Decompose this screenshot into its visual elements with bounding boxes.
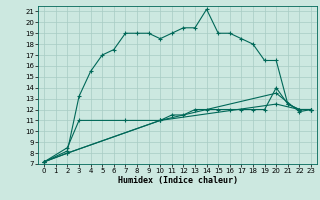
X-axis label: Humidex (Indice chaleur): Humidex (Indice chaleur) bbox=[118, 176, 238, 185]
